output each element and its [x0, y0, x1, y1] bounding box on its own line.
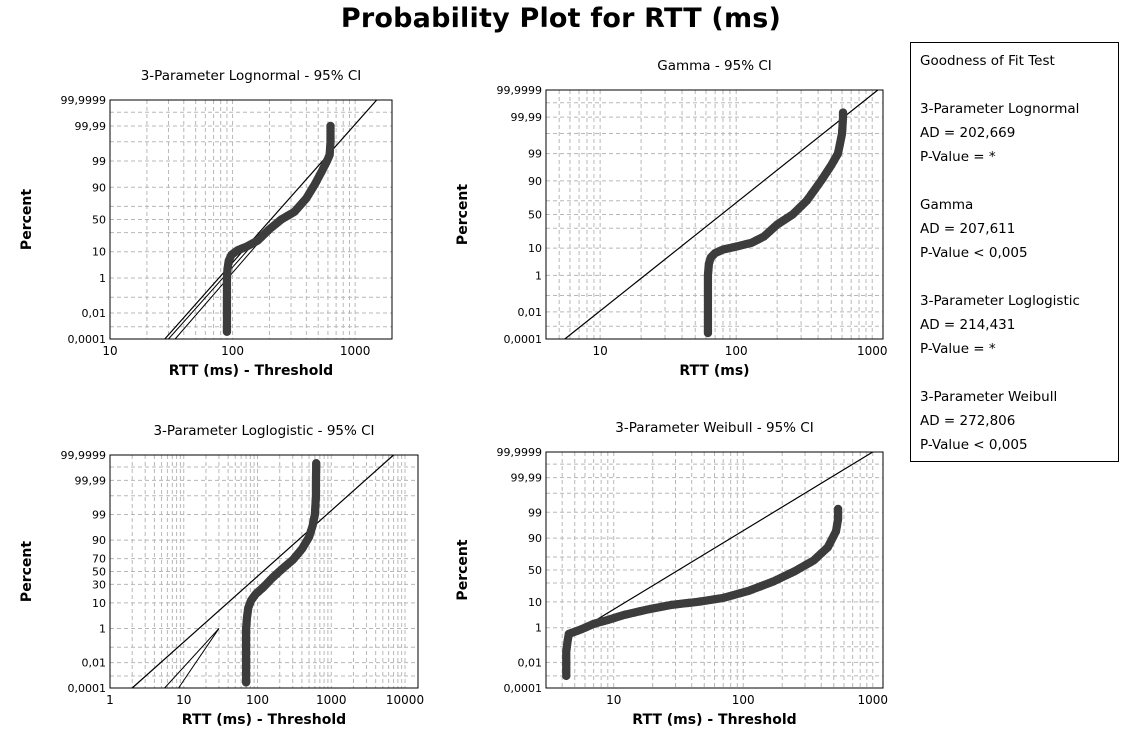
y-tick-label: 0,0001: [68, 682, 107, 695]
ci-band-line: [164, 628, 220, 689]
data-point: [838, 108, 848, 117]
y-tick-label: 99,99: [75, 120, 107, 133]
plot-frame: [109, 454, 419, 689]
y-tick-label: 50: [528, 564, 542, 577]
gof-dist-name: 3-Parameter Loglogistic: [920, 293, 1080, 309]
gof-ad-value: AD = 214,431: [920, 317, 1016, 333]
panel-title: Gamma - 95% CI: [657, 58, 771, 74]
x-tick-label: 100: [246, 693, 269, 707]
gof-dist-name: Gamma: [920, 197, 974, 213]
y-tick-label: 99: [528, 506, 542, 519]
panel-title: 3-Parameter Lognormal - 95% CI: [141, 68, 362, 84]
y-tick-label: 70: [92, 553, 106, 566]
chart-panel: 10 100 1000 0,0001 0,01 1 10 50 90 99 99,99 99,9999…: [19, 68, 393, 379]
page-title: Probability Plot for RTT (ms): [340, 3, 782, 34]
x-axis-label: RTT (ms): [679, 363, 749, 379]
x-axis-label: RTT (ms) - Threshold: [182, 712, 346, 728]
y-tick-label: 30: [92, 578, 106, 591]
gof-ad-value: AD = 202,669: [920, 125, 1016, 141]
x-tick-label: 1000: [857, 693, 888, 707]
y-tick-label: 90: [92, 534, 106, 547]
gof-p-value: P-Value < 0,005: [920, 245, 1028, 261]
fit-line: [564, 89, 879, 340]
y-tick-label: 90: [528, 532, 542, 545]
x-tick-label: 1000: [340, 344, 371, 358]
y-tick-label: 90: [528, 175, 542, 188]
y-tick-label: 99: [92, 155, 106, 168]
x-tick-label: 100: [221, 344, 244, 358]
x-tick-label: 10000: [386, 693, 424, 707]
y-tick-label: 0,01: [82, 307, 107, 320]
y-tick-label: 99,9999: [61, 449, 107, 462]
plot-frame: [545, 89, 884, 340]
fit-line: [579, 451, 874, 631]
x-axis-label: RTT (ms) - Threshold: [632, 712, 796, 728]
x-axis-label: RTT (ms) - Threshold: [169, 363, 333, 379]
y-axis-label: Percent: [455, 184, 471, 245]
y-tick-label: 0,01: [82, 657, 107, 670]
y-tick-label: 90: [92, 181, 106, 194]
y-tick-label: 1: [99, 272, 106, 285]
x-tick-label: 100: [725, 344, 748, 358]
x-tick-label: 1: [106, 693, 114, 707]
y-tick-label: 1: [99, 623, 106, 636]
gof-ad-value: AD = 272,806: [920, 413, 1016, 429]
y-axis-label: Percent: [19, 541, 35, 602]
gof-ad-value: AD = 207,611: [920, 221, 1016, 237]
y-tick-label: 10: [528, 242, 542, 255]
y-tick-label: 10: [528, 596, 542, 609]
y-tick-label: 0,0001: [504, 682, 543, 695]
data-point: [326, 121, 335, 131]
chart-panel: 10 100 1000 0,0001 0,01 1 10 50 90 99 99,99 99,9999…: [455, 420, 888, 728]
fit-line: [131, 454, 394, 689]
fit-line: [164, 99, 378, 340]
data-point: [312, 459, 321, 468]
y-tick-label: 99,99: [511, 472, 543, 485]
y-tick-label: 99,99: [75, 474, 107, 487]
x-tick-label: 1000: [857, 344, 888, 358]
x-tick-label: 1000: [316, 693, 347, 707]
y-axis-label: Percent: [19, 189, 35, 250]
goodness-of-fit-box: Goodness of Fit Test 3-Parameter Lognorm…: [910, 42, 1119, 462]
gof-heading: Goodness of Fit Test: [920, 53, 1055, 69]
panel-title: 3-Parameter Loglogistic - 95% CI: [153, 423, 374, 439]
y-tick-label: 50: [92, 566, 106, 579]
panel-title: 3-Parameter Weibull - 95% CI: [615, 420, 813, 436]
y-tick-label: 0,01: [518, 306, 543, 319]
plot-frame: [109, 99, 393, 340]
gof-dist-name: 3-Parameter Weibull: [920, 389, 1058, 405]
x-tick-label: 10: [102, 344, 117, 358]
y-tick-label: 50: [528, 209, 542, 222]
ci-band-line: [178, 628, 220, 689]
gof-dist-name: 3-Parameter Lognormal: [920, 101, 1080, 117]
y-tick-label: 10: [92, 597, 106, 610]
x-tick-label: 100: [732, 693, 755, 707]
x-tick-label: 10: [592, 344, 607, 358]
y-tick-label: 1: [535, 269, 542, 282]
y-tick-label: 10: [92, 246, 106, 259]
data-point: [833, 504, 843, 514]
plot-frame: [545, 451, 884, 689]
y-tick-label: 0,0001: [504, 333, 543, 346]
y-tick-label: 99,9999: [497, 84, 543, 97]
y-tick-label: 99: [92, 508, 106, 521]
chart-panel: 10 100 1000 0,0001 0,01 1 10 50 90 99 99,99 99,9999…: [455, 58, 888, 379]
y-tick-label: 1: [535, 622, 542, 635]
x-tick-label: 10: [606, 693, 621, 707]
gof-p-value: P-Value < 0,005: [920, 437, 1028, 453]
y-axis-label: Percent: [455, 539, 471, 600]
y-tick-label: 0,0001: [68, 333, 107, 346]
x-tick-label: 10: [176, 693, 191, 707]
y-tick-label: 99,9999: [497, 446, 543, 459]
y-tick-label: 99: [528, 148, 542, 161]
gof-p-value: P-Value = *: [920, 341, 996, 357]
y-tick-label: 50: [92, 214, 106, 227]
gof-p-value: P-Value = *: [920, 149, 996, 165]
y-tick-label: 99,9999: [61, 94, 107, 107]
y-tick-label: 0,01: [518, 656, 543, 669]
y-tick-label: 99,99: [511, 111, 543, 124]
